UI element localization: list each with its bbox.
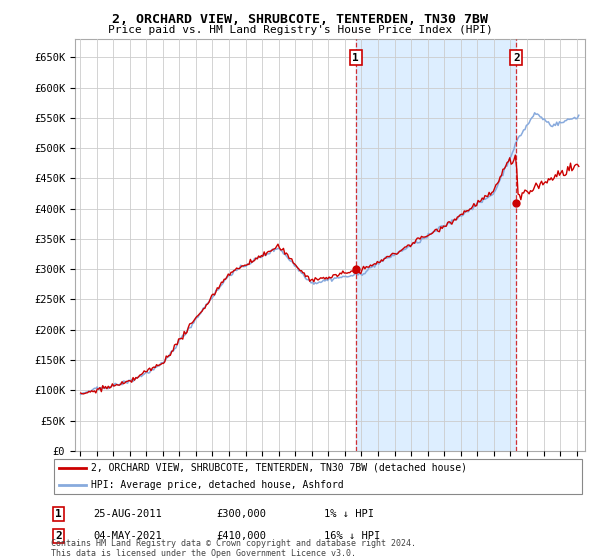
Text: 1: 1 [55, 509, 62, 519]
Text: 1: 1 [352, 53, 359, 63]
Text: 16% ↓ HPI: 16% ↓ HPI [324, 531, 380, 541]
Text: £300,000: £300,000 [216, 509, 266, 519]
Text: £410,000: £410,000 [216, 531, 266, 541]
Text: 2: 2 [55, 531, 62, 541]
Text: 2: 2 [513, 53, 520, 63]
Text: Contains HM Land Registry data © Crown copyright and database right 2024.
This d: Contains HM Land Registry data © Crown c… [51, 539, 416, 558]
Text: 04-MAY-2021: 04-MAY-2021 [93, 531, 162, 541]
Text: 2, ORCHARD VIEW, SHRUBCOTE, TENTERDEN, TN30 7BW (detached house): 2, ORCHARD VIEW, SHRUBCOTE, TENTERDEN, T… [91, 463, 467, 473]
Text: Price paid vs. HM Land Registry's House Price Index (HPI): Price paid vs. HM Land Registry's House … [107, 25, 493, 35]
FancyBboxPatch shape [53, 459, 583, 494]
Text: 2, ORCHARD VIEW, SHRUBCOTE, TENTERDEN, TN30 7BW: 2, ORCHARD VIEW, SHRUBCOTE, TENTERDEN, T… [112, 13, 488, 26]
Text: HPI: Average price, detached house, Ashford: HPI: Average price, detached house, Ashf… [91, 480, 344, 491]
Text: 25-AUG-2011: 25-AUG-2011 [93, 509, 162, 519]
Text: 1% ↓ HPI: 1% ↓ HPI [324, 509, 374, 519]
Bar [356, 39, 516, 451]
